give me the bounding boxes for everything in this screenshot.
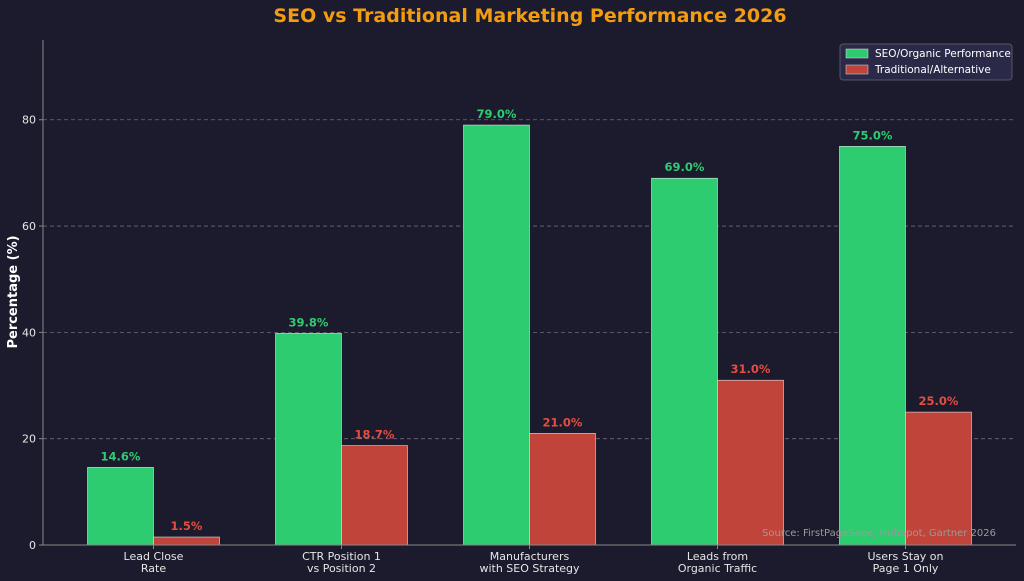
source-annotation: Source: FirstPageSage, HubSpot, Gartner …: [762, 528, 996, 539]
bar-traditional: [341, 445, 408, 546]
x-tick-label: Leads from Organic Traffic: [678, 550, 757, 575]
bar-traditional: [905, 411, 972, 546]
data-label: 79.0%: [477, 107, 517, 121]
legend-swatch-traditional: [845, 64, 869, 75]
legend-label-traditional: Traditional/Alternative: [874, 64, 991, 76]
data-label: 18.7%: [355, 428, 395, 442]
bar-seo: [839, 146, 906, 546]
legend: SEO/Organic Performance Traditional/Alte…: [839, 43, 1013, 81]
data-label: 14.6%: [101, 449, 141, 463]
bar-seo: [275, 333, 342, 546]
bar-traditional: [153, 536, 220, 546]
bar-traditional: [529, 433, 596, 546]
x-tick-label: Users Stay on Page 1 Only: [867, 550, 943, 575]
x-tick-label: Manufacturers with SEO Strategy: [479, 550, 580, 575]
y-tick-label: 40: [22, 326, 36, 339]
bar-seo: [463, 124, 530, 546]
data-label: 25.0%: [919, 394, 959, 408]
y-tick-label: 60: [22, 220, 36, 233]
legend-box: [839, 43, 1013, 81]
data-label: 75.0%: [853, 128, 893, 142]
y-tick-label: 20: [22, 433, 36, 446]
legend-label-seo: SEO/Organic Performance: [875, 48, 1011, 60]
data-label: 69.0%: [665, 160, 705, 174]
data-label: 39.8%: [289, 315, 329, 329]
bars: [87, 124, 972, 546]
tick-labels: 0 20 40 60 80 Lead Close Rate CTR Position 1 vs …: [22, 114, 944, 575]
bar-seo: [651, 177, 718, 546]
data-label: 31.0%: [731, 362, 771, 376]
y-tick-label: 80: [22, 114, 36, 127]
chart-title: SEO vs Traditional Marketing Performance…: [273, 5, 786, 27]
y-tick-label: 0: [29, 539, 36, 552]
bar-traditional: [717, 379, 784, 546]
x-tick-label: Lead Close Rate: [124, 550, 184, 575]
data-label: 1.5%: [171, 519, 203, 533]
y-axis-label: Percentage (%): [6, 235, 21, 348]
x-tick-label: CTR Position 1 vs Position 2: [302, 550, 381, 575]
bar-seo: [87, 467, 154, 546]
data-labels: 14.6% 1.5% 39.8% 18.7% 79.0% 21.0% 69.0% 31.0% 7…: [101, 107, 959, 533]
data-label: 21.0%: [543, 415, 583, 429]
legend-swatch-seo: [845, 48, 869, 59]
